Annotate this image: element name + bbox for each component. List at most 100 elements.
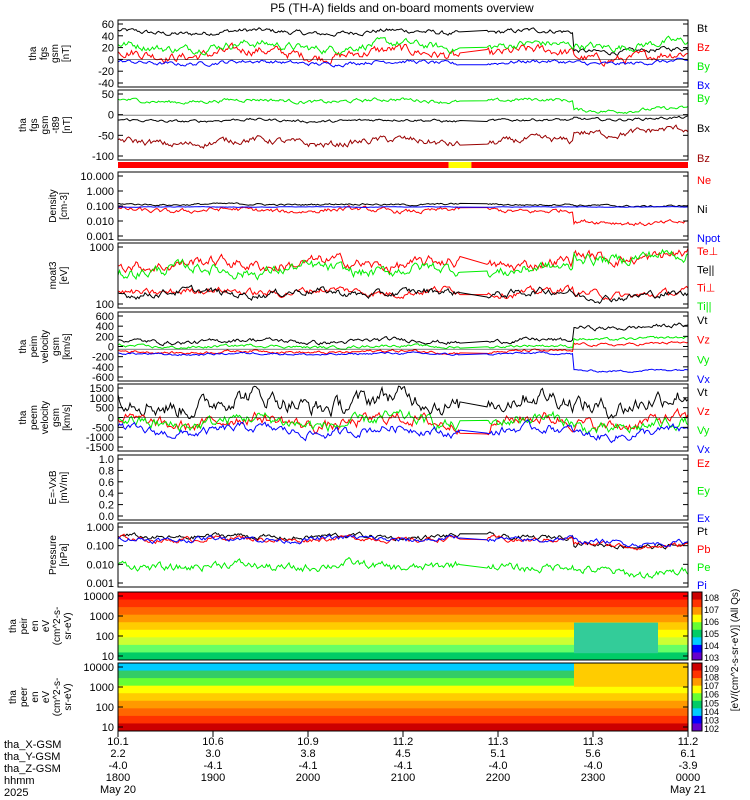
y-axis-label: velocity bbox=[40, 401, 51, 434]
y-axis-label: -t89 bbox=[51, 116, 62, 134]
y-axis-label: sr-eV) bbox=[63, 683, 74, 710]
y-axis-label: velocity bbox=[40, 330, 51, 363]
y-axis-label: peem bbox=[29, 405, 40, 430]
series-line-te bbox=[117, 284, 689, 305]
y-tick-label: 0.100 bbox=[86, 541, 114, 553]
spectrogram-band bbox=[118, 700, 688, 709]
x-tick-hhmm: 0000 bbox=[676, 772, 700, 784]
y-tick-label: 500 bbox=[96, 403, 114, 415]
y-tick-label: 1000 bbox=[90, 242, 114, 254]
spectrogram-band bbox=[118, 614, 688, 623]
colorbar-frame bbox=[691, 662, 703, 732]
x-tick-xgsm: 11.3 bbox=[488, 736, 509, 748]
y-tick-label: 1.000 bbox=[86, 186, 114, 198]
y-axis-label: (cm^2-s- bbox=[52, 607, 63, 646]
panel-9: 10000 1000 100 10 tha peir en eV (cm^2-s-sr-eV) bbox=[8, 591, 689, 663]
spectrogram-band bbox=[118, 592, 688, 601]
y-tick-label: 10.000 bbox=[80, 171, 114, 183]
colorbar-segment bbox=[692, 670, 702, 679]
y-tick-label: 60 bbox=[102, 19, 114, 31]
legend-entry: Ni bbox=[697, 204, 707, 216]
y-axis-label: [mV/m] bbox=[59, 471, 70, 503]
colorbar-tick-label: 106 bbox=[704, 617, 719, 627]
colorbar-tick-label: 103 bbox=[704, 715, 719, 725]
y-axis-label: en bbox=[30, 691, 41, 702]
y-axis-label: Pressure bbox=[48, 535, 59, 575]
y-axis-label: tha bbox=[28, 46, 39, 60]
y-axis-label: [km/s] bbox=[62, 333, 73, 360]
panel-2: 50 0 -50 -100 tha fgs gsm -t89 [nT] By Bx Bz bbox=[18, 89, 710, 165]
legend-entry: Pt bbox=[697, 526, 707, 538]
spectrogram-band bbox=[118, 715, 688, 724]
x-tick-date: May 21 bbox=[670, 784, 706, 796]
legend-entry: Bx bbox=[697, 123, 710, 135]
y-tick-label: 0.8 bbox=[99, 465, 114, 477]
x-tick-hhmm: 2300 bbox=[581, 772, 605, 784]
y-tick-label: -500 bbox=[92, 422, 114, 434]
spectrogram-band bbox=[118, 678, 688, 687]
y-axis-label: moat3 bbox=[48, 261, 59, 289]
legend-entry: Te⊥ bbox=[697, 246, 718, 258]
y-tick-label: -400 bbox=[92, 362, 114, 374]
y-tick-label: -100 bbox=[92, 151, 114, 163]
legend-entry: Npot bbox=[697, 233, 720, 245]
colorbar-tick-label: 104 bbox=[704, 641, 719, 651]
x-row-label: tha_Y-GSM bbox=[4, 751, 60, 763]
colorbar-ion: 108 107 106 105 104 103 bbox=[691, 591, 719, 663]
x-tick-zgsm: -3.9 bbox=[679, 760, 698, 772]
colorbar-segment bbox=[692, 708, 702, 717]
x-tick-hhmm: 2000 bbox=[296, 772, 320, 784]
x-tick-zgsm: -4.1 bbox=[394, 760, 413, 772]
colorbar-segment bbox=[692, 607, 702, 616]
y-axis-label: gsm bbox=[51, 337, 62, 356]
y-tick-label: 10000 bbox=[83, 662, 114, 674]
colorbar-tick-label: 107 bbox=[704, 605, 719, 615]
colorbar-segment bbox=[692, 693, 702, 702]
x-row-label: tha_X-GSM bbox=[4, 739, 61, 751]
colorbar-segment bbox=[692, 652, 702, 661]
y-axis-label: gsm bbox=[51, 408, 62, 427]
colorbar-segment bbox=[692, 629, 702, 638]
y-axis-label: eV bbox=[41, 620, 52, 633]
legend-entry: By bbox=[697, 61, 710, 73]
panel-frame bbox=[117, 454, 689, 521]
spectrogram-band bbox=[118, 708, 688, 717]
y-axis-label: peer bbox=[19, 686, 30, 707]
colorbar-segment bbox=[692, 723, 702, 732]
y-axis-label: [eV] bbox=[59, 266, 70, 284]
y-tick-label: -40 bbox=[98, 78, 114, 90]
x-tick-zgsm: -4.1 bbox=[299, 760, 318, 772]
y-axis-label: [nPa] bbox=[59, 543, 70, 567]
series-line-npot bbox=[117, 205, 688, 208]
status-bar-yellow bbox=[448, 162, 472, 168]
series-line-by bbox=[117, 97, 689, 114]
colorbar-tick-label: 105 bbox=[704, 629, 719, 639]
legend-entry: Bz bbox=[697, 42, 710, 54]
colorbar-label: [eV/(cm^2-s-sr-eV)] (All Qs) bbox=[730, 589, 741, 711]
series-line-pe bbox=[117, 556, 689, 579]
y-tick-label: 0.0 bbox=[99, 511, 114, 523]
panel-7: 1.00.80.60.40.20.0 E=-VxB [mV/m] Ez Ey Ex bbox=[48, 454, 710, 525]
chart-title: P5 (TH-A) fields and on-board moments ov… bbox=[270, 1, 534, 15]
legend-entry: Bz bbox=[697, 153, 710, 165]
y-axis-label: fgs bbox=[39, 47, 50, 60]
y-tick-label: 1000 bbox=[90, 393, 114, 405]
x-tick-xgsm: 10.6 bbox=[202, 736, 223, 748]
spectrogram-band bbox=[118, 693, 688, 702]
legend-entry: Ti⊥ bbox=[697, 283, 715, 295]
y-tick-label: 600 bbox=[96, 311, 114, 323]
spectrogram-band bbox=[118, 599, 688, 608]
legend-entry: Vy bbox=[697, 354, 710, 366]
legend-entry: Vz bbox=[697, 406, 710, 418]
spectrogram-disturbed bbox=[574, 622, 658, 654]
y-tick-label: 10000 bbox=[83, 591, 114, 603]
legend-entry: Ez bbox=[697, 458, 710, 470]
series-line-ti bbox=[117, 248, 689, 275]
y-tick-label: 10 bbox=[102, 722, 114, 734]
y-tick-label: 0 bbox=[108, 413, 114, 425]
x-tick-ygsm: 2.2 bbox=[110, 748, 125, 760]
legend-entry: Ne bbox=[697, 175, 711, 187]
legend-entry: Ti|| bbox=[697, 301, 711, 313]
